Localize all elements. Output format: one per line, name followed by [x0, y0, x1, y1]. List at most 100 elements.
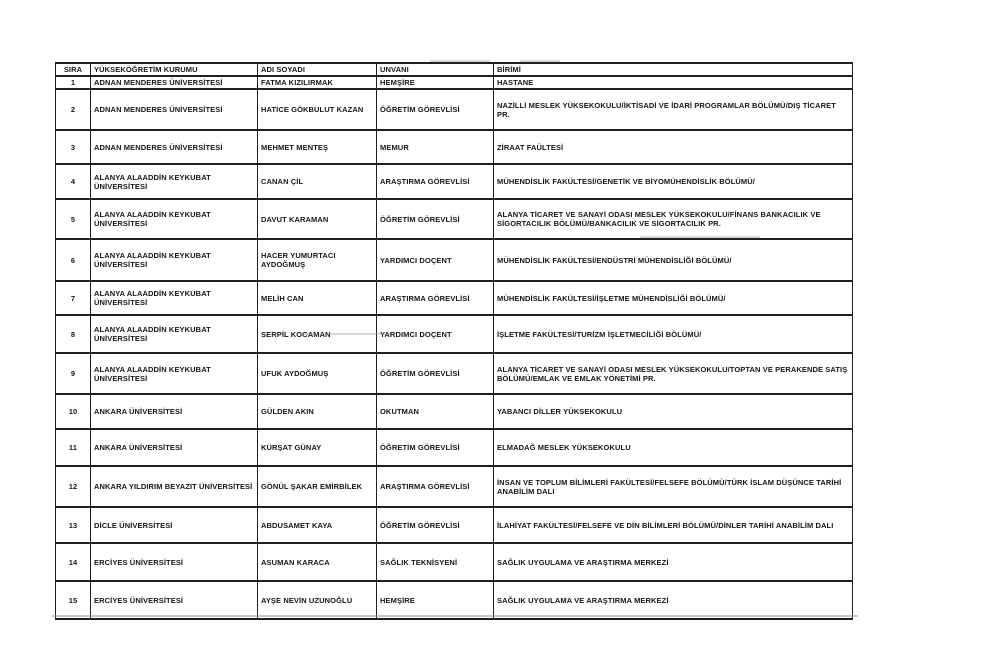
cell-unvan: SAĞLIK TEKNİSYENİ [376, 542, 494, 582]
table-row: 10 ANKARA ÜNİVERSİTESİ GÜLDEN AKIN OKUTMAN Y… [55, 393, 853, 430]
cell-birim: YABANCI DİLLER YÜKSEKOKULU [493, 393, 853, 430]
table-row: 15 ERCİYES ÜNİVERSİTESİ AYŞE NEVİN UZUNOĞL… [55, 580, 853, 620]
scan-artifact [520, 60, 560, 62]
cell-kurum: ANKARA ÜNİVERSİTESİ [90, 393, 258, 430]
cell-kurum: DİCLE ÜNİVERSİTESİ [90, 506, 258, 544]
cell-sira: 8 [55, 314, 91, 354]
cell-kurum: ADNAN MENDERES ÜNİVERSİTESİ [90, 88, 258, 131]
cell-sira: 7 [55, 280, 91, 316]
cell-birim: MÜHENDİSLİK FAKÜLTESİ/İŞLETME MÜHENDİSLİ… [493, 280, 853, 316]
cell-birim: ALANYA TİCARET VE SANAYİ ODASI MESLEK YÜ… [493, 352, 853, 395]
scan-artifact [640, 236, 760, 238]
cell-unvan: ÖĞRETİM GÖREVLİSİ [376, 352, 494, 395]
cell-ad: FATMA KIZILIRMAK [257, 75, 377, 90]
cell-kurum: ERCİYES ÜNİVERSİTESİ [90, 542, 258, 582]
cell-ad: ABDUSAMET KAYA [257, 506, 377, 544]
header-kurum: YÜKSEKÖĞRETİM KURUMU [90, 62, 258, 77]
cell-sira: 5 [55, 198, 91, 240]
cell-ad: GÜLDEN AKIN [257, 393, 377, 430]
cell-birim: İLAHİYAT FAKÜLTESİ/FELSEFE VE DİN BİLİML… [493, 506, 853, 544]
cell-birim: NAZİLLİ MESLEK YÜKSEKOKULU/İKTİSADİ VE İ… [493, 88, 853, 131]
cell-birim: SAĞLIK UYGULAMA VE ARAŞTIRMA MERKEZİ [493, 542, 853, 582]
cell-unvan: OKUTMAN [376, 393, 494, 430]
cell-sira: 14 [55, 542, 91, 582]
cell-kurum: ADNAN MENDERES ÜNİVERSİTESİ [90, 129, 258, 165]
cell-sira: 10 [55, 393, 91, 430]
cell-birim: HASTANE [493, 75, 853, 90]
cell-birim: MÜHENDİSLİK FAKÜLTESİ/GENETİK VE BİYOMÜH… [493, 163, 853, 200]
table-row: 14 ERCİYES ÜNİVERSİTESİ ASUMAN KARACA SAĞLI… [55, 542, 853, 582]
cell-unvan: ARAŞTIRMA GÖREVLİSİ [376, 465, 494, 508]
cell-ad: DAVUT KARAMAN [257, 198, 377, 240]
personnel-table: SIRA YÜKSEKÖĞRETİM KURUMU ADI SOYADI UNV… [55, 62, 853, 620]
table-body: 1 ADNAN MENDERES ÜNİVERSİTESİ FATMA KIZILI… [55, 75, 853, 620]
table-row: 4 ALANYA ALAADDİN KEYKUBAT ÜNİVERSİTESİ CA… [55, 163, 853, 200]
table-row: 7 ALANYA ALAADDİN KEYKUBAT ÜNİVERSİTESİ ME… [55, 280, 853, 316]
cell-kurum: ALANYA ALAADDİN KEYKUBAT ÜNİVERSİTESİ [90, 198, 258, 240]
cell-unvan: ÖĞRETİM GÖREVLİSİ [376, 506, 494, 544]
cell-ad: KÜRŞAT GÜNAY [257, 428, 377, 467]
cell-birim: MÜHENDİSLİK FAKÜLTESİ/ENDÜSTRİ MÜHENDİSL… [493, 238, 853, 282]
cell-ad: GÖNÜL ŞAKAR EMİRBİLEK [257, 465, 377, 508]
table-row: 12 ANKARA YILDIRIM BEYAZIT ÜNİVERSİTESİ GÖ… [55, 465, 853, 508]
cell-unvan: HEMŞİRE [376, 75, 494, 90]
header-adi-soyadi: ADI SOYADI [257, 62, 377, 77]
cell-unvan: ARAŞTIRMA GÖREVLİSİ [376, 280, 494, 316]
cell-sira: 4 [55, 163, 91, 200]
table-row: 8 ALANYA ALAADDİN KEYKUBAT ÜNİVERSİTESİ SE… [55, 314, 853, 354]
cell-kurum: ALANYA ALAADDİN KEYKUBAT ÜNİVERSİTESİ [90, 314, 258, 354]
cell-ad: MELİH CAN [257, 280, 377, 316]
table-row: 13 DİCLE ÜNİVERSİTESİ ABDUSAMET KAYA ÖĞRETİ… [55, 506, 853, 544]
header-birimi: BİRİMİ [493, 62, 853, 77]
header-sira: SIRA [55, 62, 91, 77]
cell-unvan: YARDIMCI DOÇENT [376, 238, 494, 282]
cell-ad: CANAN ÇİL [257, 163, 377, 200]
cell-kurum: ANKARA YILDIRIM BEYAZIT ÜNİVERSİTESİ [90, 465, 258, 508]
cell-kurum: ALANYA ALAADDİN KEYKUBAT ÜNİVERSİTESİ [90, 238, 258, 282]
cell-sira: 9 [55, 352, 91, 395]
cell-unvan: HEMŞİRE [376, 580, 494, 620]
table-row: 3 ADNAN MENDERES ÜNİVERSİTESİ MEHMET MENTE… [55, 129, 853, 165]
cell-unvan: YARDIMCI DOÇENT [376, 314, 494, 354]
cell-sira: 13 [55, 506, 91, 544]
cell-birim: SAĞLIK UYGULAMA VE ARAŞTIRMA MERKEZİ [493, 580, 853, 620]
cell-ad: HATİCE GÖKBULUT KAZAN [257, 88, 377, 131]
cell-ad: HACER YUMURTACI AYDOĞMUŞ [257, 238, 377, 282]
cell-kurum: ADNAN MENDERES ÜNİVERSİTESİ [90, 75, 258, 90]
table-row: 9 ALANYA ALAADDİN KEYKUBAT ÜNİVERSİTESİ UF… [55, 352, 853, 395]
cell-unvan: ARAŞTIRMA GÖREVLİSİ [376, 163, 494, 200]
cell-kurum: ANKARA ÜNİVERSİTESİ [90, 428, 258, 467]
scan-shadow-line [52, 615, 858, 617]
cell-kurum: ALANYA ALAADDİN KEYKUBAT ÜNİVERSİTESİ [90, 280, 258, 316]
cell-ad: ASUMAN KARACA [257, 542, 377, 582]
cell-unvan: ÖĞRETİM GÖREVLİSİ [376, 428, 494, 467]
cell-unvan: ÖĞRETİM GÖREVLİSİ [376, 88, 494, 131]
cell-ad: UFUK AYDOĞMUŞ [257, 352, 377, 395]
cell-ad: AYŞE NEVİN UZUNOĞLU [257, 580, 377, 620]
cell-birim: İŞLETME FAKÜLTESİ/TURİZM İŞLETMECİLİĞİ B… [493, 314, 853, 354]
cell-birim: ZİRAAT FAÜLTESİ [493, 129, 853, 165]
cell-kurum: ERCİYES ÜNİVERSİTESİ [90, 580, 258, 620]
cell-sira: 12 [55, 465, 91, 508]
table-row: 11 ANKARA ÜNİVERSİTESİ KÜRŞAT GÜNAY ÖĞRETİM… [55, 428, 853, 467]
table-header-row: SIRA YÜKSEKÖĞRETİM KURUMU ADI SOYADI UNV… [55, 62, 853, 77]
cell-kurum: ALANYA ALAADDİN KEYKUBAT ÜNİVERSİTESİ [90, 352, 258, 395]
header-unvani: UNVANI [376, 62, 494, 77]
cell-sira: 11 [55, 428, 91, 467]
cell-unvan: MEMUR [376, 129, 494, 165]
cell-birim: İNSAN VE TOPLUM BİLİMLERİ FAKÜLTESİ/FELS… [493, 465, 853, 508]
scan-artifact [300, 333, 390, 335]
table-row: 1 ADNAN MENDERES ÜNİVERSİTESİ FATMA KIZILI… [55, 75, 853, 90]
cell-sira: 2 [55, 88, 91, 131]
scan-artifact [430, 60, 490, 62]
table-row: 6 ALANYA ALAADDİN KEYKUBAT ÜNİVERSİTESİ HA… [55, 238, 853, 282]
cell-ad: SERPİL KOCAMAN [257, 314, 377, 354]
cell-sira: 15 [55, 580, 91, 620]
table-row: 5 ALANYA ALAADDİN KEYKUBAT ÜNİVERSİTESİ DA… [55, 198, 853, 240]
cell-ad: MEHMET MENTEŞ [257, 129, 377, 165]
cell-kurum: ALANYA ALAADDİN KEYKUBAT ÜNİVERSİTESİ [90, 163, 258, 200]
cell-unvan: ÖĞRETİM GÖREVLİSİ [376, 198, 494, 240]
cell-birim: ELMADAĞ MESLEK YÜKSEKOKULU [493, 428, 853, 467]
table-row: 2 ADNAN MENDERES ÜNİVERSİTESİ HATİCE GÖKBU… [55, 88, 853, 131]
